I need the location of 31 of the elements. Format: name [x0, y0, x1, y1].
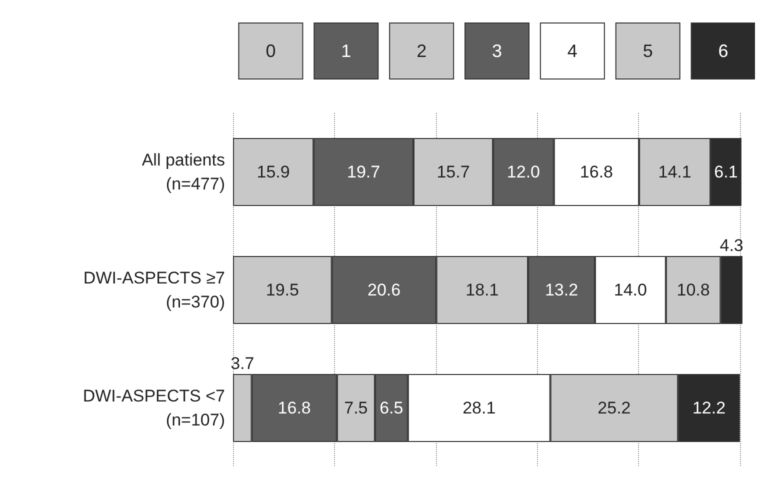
data-label: 6.1	[714, 162, 738, 182]
data-label: 12.0	[506, 162, 540, 182]
data-label: 18.1	[466, 280, 499, 300]
data-label: 13.2	[544, 280, 578, 300]
data-label: 28.1	[462, 398, 496, 418]
data-label: 19.5	[266, 280, 299, 300]
text: 5	[642, 41, 653, 61]
text: 4	[567, 41, 578, 61]
data-label: 7.5	[344, 398, 368, 418]
data-label: 14.0	[614, 280, 647, 300]
text: 1	[341, 41, 352, 61]
data-label: 4.3	[720, 236, 744, 255]
data-label: 10.8	[676, 280, 710, 300]
text: 2	[416, 41, 427, 61]
text: 6	[718, 41, 728, 61]
y-tick-label: All patients (n=477)	[142, 150, 225, 194]
data-label: 25.2	[598, 398, 631, 418]
data-label: 16.8	[278, 398, 311, 418]
data-label: 20.6	[368, 280, 401, 300]
data-label: 16.8	[580, 162, 614, 182]
data-label: 6.5	[380, 398, 404, 418]
data-label: 15.7	[436, 162, 470, 182]
data-label: 14.1	[658, 162, 692, 182]
data-label: 12.2	[692, 398, 726, 418]
data-label: 19.7	[346, 162, 380, 182]
y-tick-label: DWI-ASPECTS ≥7 (n=370)	[83, 268, 225, 312]
data-label: 3.7	[230, 354, 254, 373]
data-label: 15.9	[256, 162, 290, 182]
text: 0	[266, 41, 276, 61]
text: 3	[492, 41, 502, 61]
y-tick-label: DWI-ASPECTS <7 (n=107)	[82, 386, 225, 430]
